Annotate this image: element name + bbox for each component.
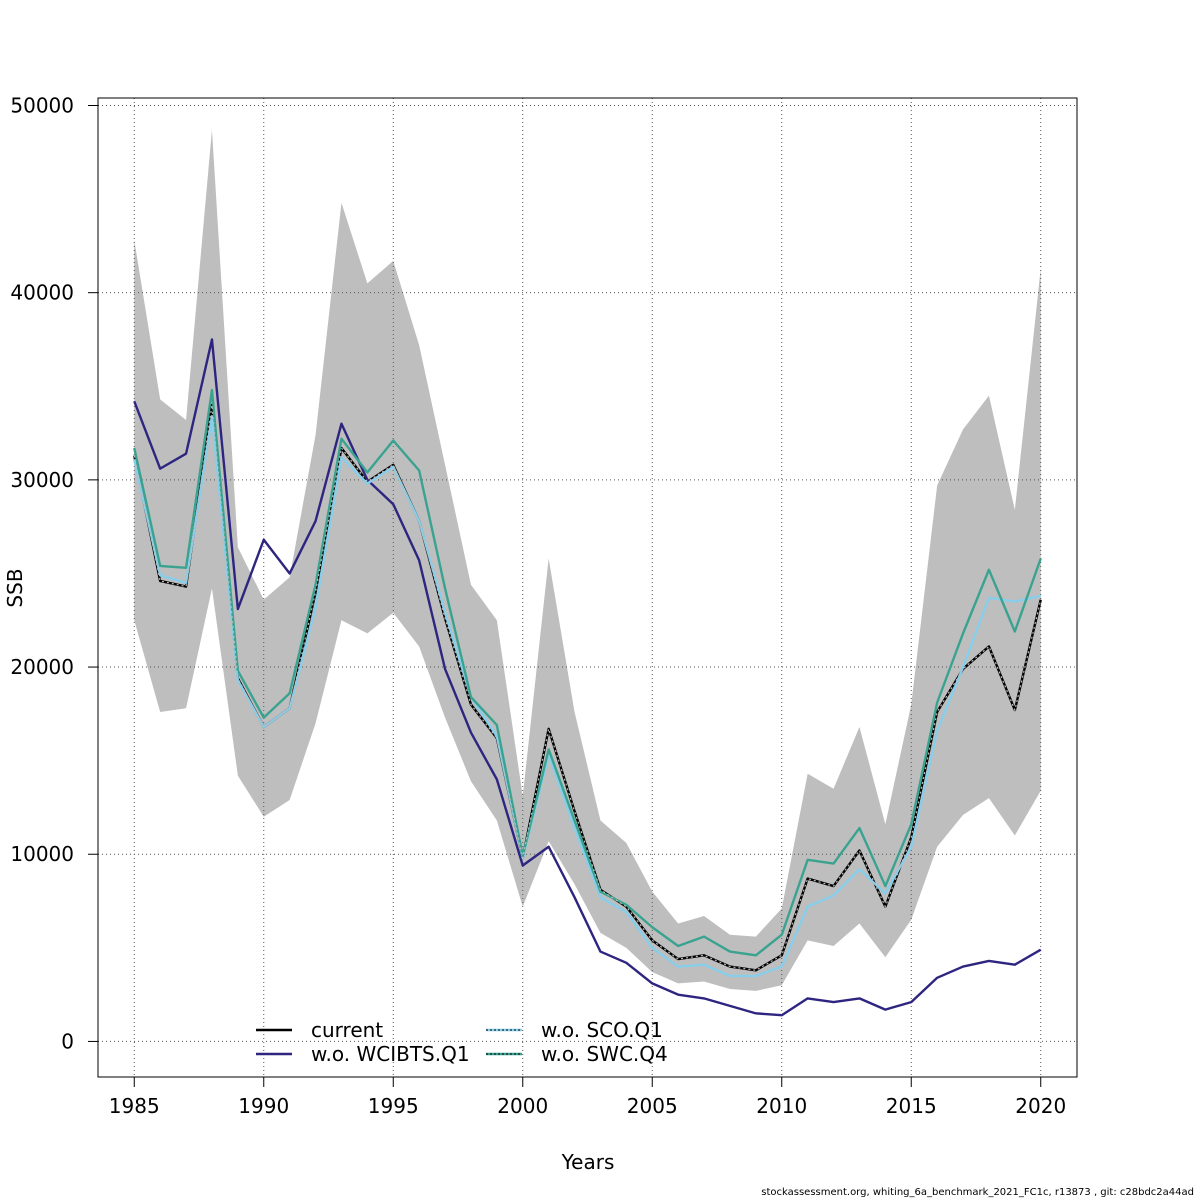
x-tick-label: 2015 bbox=[886, 1094, 937, 1118]
series-line-current-dots bbox=[133, 404, 1042, 971]
y-axis-title: SSB bbox=[3, 568, 27, 607]
confidence-band bbox=[134, 129, 1041, 991]
y-tick-label: 0 bbox=[61, 1029, 74, 1053]
plot-frame bbox=[97, 97, 1078, 1078]
footer-text: stockassessment.org, whiting_6a_benchmar… bbox=[761, 1187, 1194, 1198]
confidence-band-layer bbox=[134, 129, 1041, 991]
x-tick-label: 2010 bbox=[756, 1094, 807, 1118]
series-layer bbox=[133, 338, 1042, 1017]
axes-layer: 1985 1990 1995 2000 2005 2010 2015 2020 0 10000 20… bbox=[10, 93, 1078, 1118]
y-tick-label: 10000 bbox=[10, 842, 74, 866]
y-tick-label: 50000 bbox=[10, 93, 74, 117]
x-axis-title: Years bbox=[561, 1150, 615, 1174]
x-tick-label: 1995 bbox=[368, 1094, 419, 1118]
x-tick-label: 1985 bbox=[109, 1094, 160, 1118]
series-line-3 bbox=[133, 415, 1041, 978]
x-tick-label: 1990 bbox=[238, 1094, 289, 1118]
legend-label-1: current bbox=[311, 1018, 383, 1042]
legend-label-3: w.o. SCO.Q1 bbox=[541, 1018, 663, 1042]
y-tick-label: 40000 bbox=[10, 281, 74, 305]
legend-label-4: w.o. SWC.Q4 bbox=[541, 1042, 668, 1066]
y-tick-label: 30000 bbox=[10, 468, 74, 492]
y-tick-label: 20000 bbox=[10, 655, 74, 679]
x-tick-label: 2000 bbox=[497, 1094, 548, 1118]
series-line-4 bbox=[133, 388, 1042, 957]
x-tick-label: 2005 bbox=[627, 1094, 678, 1118]
legend-label-2: w.o. WCIBTS.Q1 bbox=[311, 1042, 470, 1066]
x-tick-label: 2020 bbox=[1015, 1094, 1066, 1118]
series-line-2 bbox=[133, 338, 1042, 1017]
